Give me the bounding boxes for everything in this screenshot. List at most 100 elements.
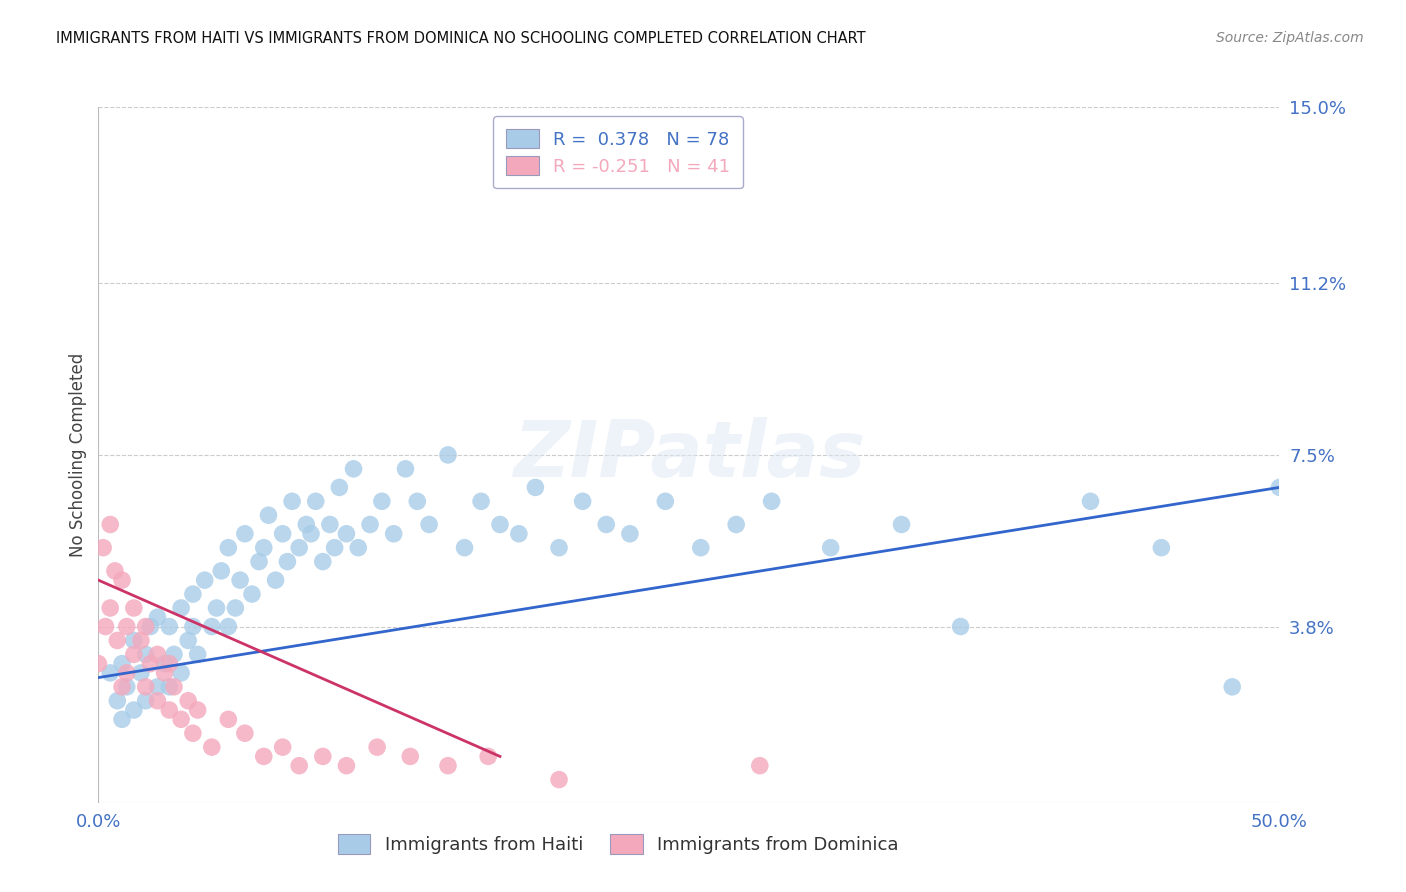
Point [157, 619, 180, 633]
Point [177, 694, 200, 708]
Point [181, 726, 204, 740]
Point [548, 541, 571, 555]
Point [571, 494, 593, 508]
Point [187, 703, 209, 717]
Point [253, 541, 276, 555]
Point [98, 517, 121, 532]
Point [135, 694, 157, 708]
Point [371, 494, 394, 508]
Point [347, 541, 370, 555]
Point [253, 749, 276, 764]
Point [146, 680, 169, 694]
Point [453, 541, 475, 555]
Point [129, 633, 152, 648]
Point [111, 657, 134, 671]
Point [1150, 541, 1173, 555]
Point [170, 601, 193, 615]
Point [104, 564, 127, 578]
Point [1220, 680, 1243, 694]
Point [229, 573, 252, 587]
Point [163, 680, 186, 694]
Point [91, 541, 114, 555]
Point [170, 712, 193, 726]
Point [312, 749, 335, 764]
Point [725, 517, 748, 532]
Point [524, 480, 547, 494]
Point [1080, 494, 1102, 508]
Point [264, 573, 287, 587]
Point [276, 555, 298, 569]
Point [170, 665, 193, 680]
Point [271, 740, 294, 755]
Point [323, 541, 346, 555]
Point [122, 648, 145, 662]
Point [157, 657, 180, 671]
Point [217, 541, 239, 555]
Point [135, 680, 157, 694]
Point [94, 619, 117, 633]
Point [105, 633, 128, 648]
Point [129, 665, 152, 680]
Point [146, 694, 169, 708]
Point [305, 494, 328, 508]
Point [312, 555, 335, 569]
Legend: Immigrants from Haiti, Immigrants from Dominica: Immigrants from Haiti, Immigrants from D… [329, 825, 907, 863]
Point [382, 526, 405, 541]
Point [257, 508, 280, 523]
Point [548, 772, 571, 787]
Text: Source: ZipAtlas.com: Source: ZipAtlas.com [1216, 31, 1364, 45]
Point [105, 694, 128, 708]
Point [335, 526, 357, 541]
Point [890, 517, 912, 532]
Point [135, 619, 157, 633]
Point [477, 749, 499, 764]
Point [619, 526, 641, 541]
Point [399, 749, 422, 764]
Point [98, 601, 121, 615]
Point [233, 526, 256, 541]
Point [111, 573, 134, 587]
Point [359, 517, 381, 532]
Point [177, 633, 200, 648]
Point [240, 587, 263, 601]
Point [135, 648, 157, 662]
Point [366, 740, 388, 755]
Point [181, 619, 204, 633]
Point [271, 526, 294, 541]
Point [288, 541, 311, 555]
Point [654, 494, 676, 508]
Text: ZIPatlas: ZIPatlas [513, 417, 865, 493]
Point [122, 601, 145, 615]
Point [247, 555, 270, 569]
Point [319, 517, 342, 532]
Y-axis label: No Schooling Completed: No Schooling Completed [69, 353, 87, 557]
Point [111, 680, 134, 694]
Point [233, 726, 256, 740]
Point [1268, 480, 1291, 494]
Point [153, 665, 176, 680]
Point [418, 517, 440, 532]
Point [595, 517, 617, 532]
Point [153, 657, 176, 671]
Point [508, 526, 530, 541]
Point [115, 665, 138, 680]
Point [111, 712, 134, 726]
Point [288, 758, 311, 772]
Point [295, 517, 318, 532]
Point [157, 680, 180, 694]
Point [122, 703, 145, 717]
Point [201, 740, 224, 755]
Point [139, 619, 162, 633]
Point [217, 712, 239, 726]
Point [761, 494, 783, 508]
Point [115, 619, 138, 633]
Point [342, 462, 364, 476]
Point [470, 494, 492, 508]
Point [187, 648, 209, 662]
Point [209, 564, 232, 578]
Point [394, 462, 416, 476]
Point [489, 517, 512, 532]
Point [217, 619, 239, 633]
Point [328, 480, 350, 494]
Point [181, 587, 204, 601]
